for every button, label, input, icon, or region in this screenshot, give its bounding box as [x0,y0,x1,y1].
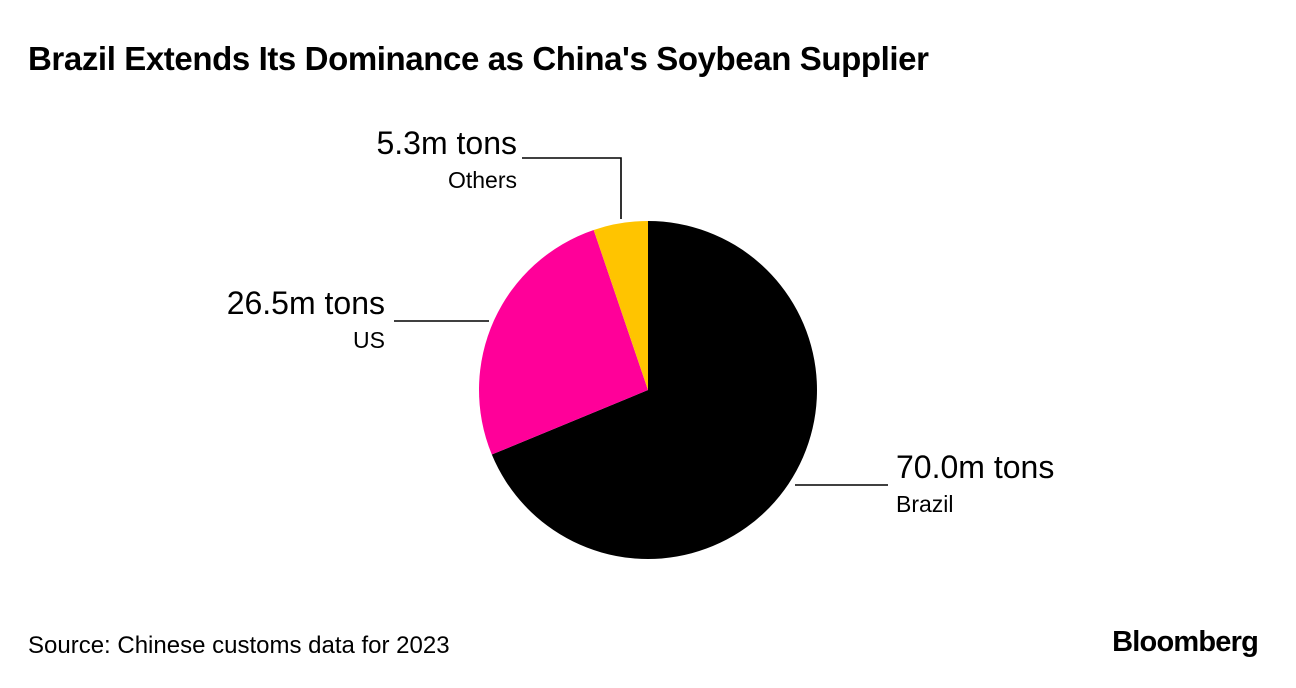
value-label-brazil: 70.0m tons [896,449,1054,485]
source-note: Source: Chinese customs data for 2023 [28,632,450,659]
pie-slice-us [478,229,648,455]
pie-slice-brazil [491,221,817,559]
pie-slices [478,221,817,559]
category-label-us: US [353,327,385,353]
value-label-others: 5.3m tons [376,125,517,161]
bloomberg-logo: Bloomberg [1112,626,1259,658]
pie-slice-others [593,221,648,390]
value-label-us: 26.5m tons [227,285,385,321]
chart-title: Brazil Extends Its Dominance as China's … [28,40,929,77]
pie-callouts: 70.0m tons Brazil 26.5m tons US 5.3m tons Oth… [227,125,1055,517]
callout-line-others [522,157,622,219]
category-label-brazil: Brazil [896,491,954,517]
category-label-others: Others [448,167,517,193]
